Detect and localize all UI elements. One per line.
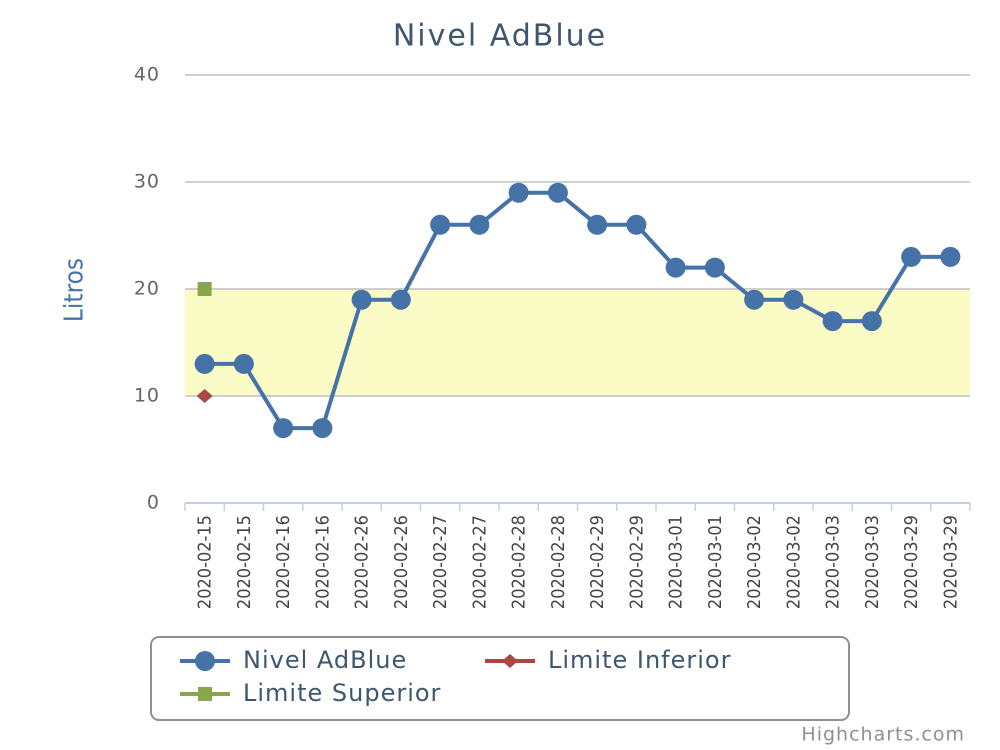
- chart-title: Nivel AdBlue: [393, 19, 607, 54]
- legend-marker: [195, 651, 215, 671]
- x-tick-label: 2020-03-29: [901, 515, 922, 609]
- data-point: [197, 282, 212, 296]
- x-tick-label: 2020-03-01: [666, 515, 687, 609]
- data-point: [430, 214, 451, 235]
- x-tick-label: 2020-02-27: [469, 515, 490, 609]
- y-tick-label: 0: [147, 492, 160, 514]
- x-tick-label: 2020-02-26: [352, 515, 373, 609]
- x-tick-label: 2020-03-01: [705, 515, 726, 609]
- y-tick-label: 40: [134, 64, 160, 86]
- y-tick-label: 10: [134, 385, 160, 407]
- x-tick-label: 2020-03-29: [940, 515, 961, 609]
- data-point: [233, 353, 254, 374]
- data-point: [547, 182, 568, 203]
- x-tick-label: 2020-03-02: [783, 515, 804, 609]
- credits: Highcharts.com: [801, 724, 965, 746]
- data-point: [822, 311, 843, 332]
- x-tick-label: 2020-02-28: [548, 515, 569, 609]
- data-point: [626, 214, 647, 235]
- x-tick-label: 2020-03-03: [823, 515, 844, 609]
- data-point: [390, 289, 411, 310]
- x-tick-label: 2020-02-26: [391, 515, 412, 609]
- data-point: [861, 311, 882, 332]
- x-tick-label: 2020-02-29: [587, 515, 608, 609]
- data-point: [273, 418, 294, 439]
- x-tick-label: 2020-02-27: [430, 515, 451, 609]
- data-point: [665, 257, 686, 278]
- legend-marker: [502, 654, 518, 668]
- x-tick-label: 2020-02-16: [312, 515, 333, 609]
- x-tick-label: 2020-03-03: [862, 515, 883, 609]
- data-point: [783, 289, 804, 310]
- data-point: [744, 289, 765, 310]
- data-point: [351, 289, 372, 310]
- data-point: [508, 182, 529, 203]
- data-point: [196, 389, 213, 403]
- legend-label: Nivel AdBlue: [243, 646, 407, 674]
- x-tick-label: 2020-02-15: [195, 515, 216, 609]
- x-tick-label: 2020-03-02: [744, 515, 765, 609]
- data-point: [469, 214, 490, 235]
- x-tick-label: 2020-02-28: [509, 515, 530, 609]
- legend-label: Limite Superior: [243, 679, 441, 707]
- x-tick-label: 2020-02-16: [273, 515, 294, 609]
- y-tick-label: 20: [134, 278, 160, 300]
- y-tick-label: 30: [134, 171, 160, 193]
- plot-band: [185, 289, 970, 396]
- data-point: [940, 246, 961, 267]
- data-point: [312, 418, 333, 439]
- legend-marker: [198, 687, 212, 701]
- data-point: [587, 214, 608, 235]
- y-axis-label: Litros: [60, 258, 90, 322]
- legend-label: Limite Inferior: [548, 646, 731, 674]
- legend-box: [150, 636, 850, 721]
- x-tick-label: 2020-02-29: [626, 515, 647, 609]
- data-point: [704, 257, 725, 278]
- x-tick-label: 2020-02-15: [234, 515, 255, 609]
- data-point: [194, 353, 215, 374]
- data-point: [901, 246, 922, 267]
